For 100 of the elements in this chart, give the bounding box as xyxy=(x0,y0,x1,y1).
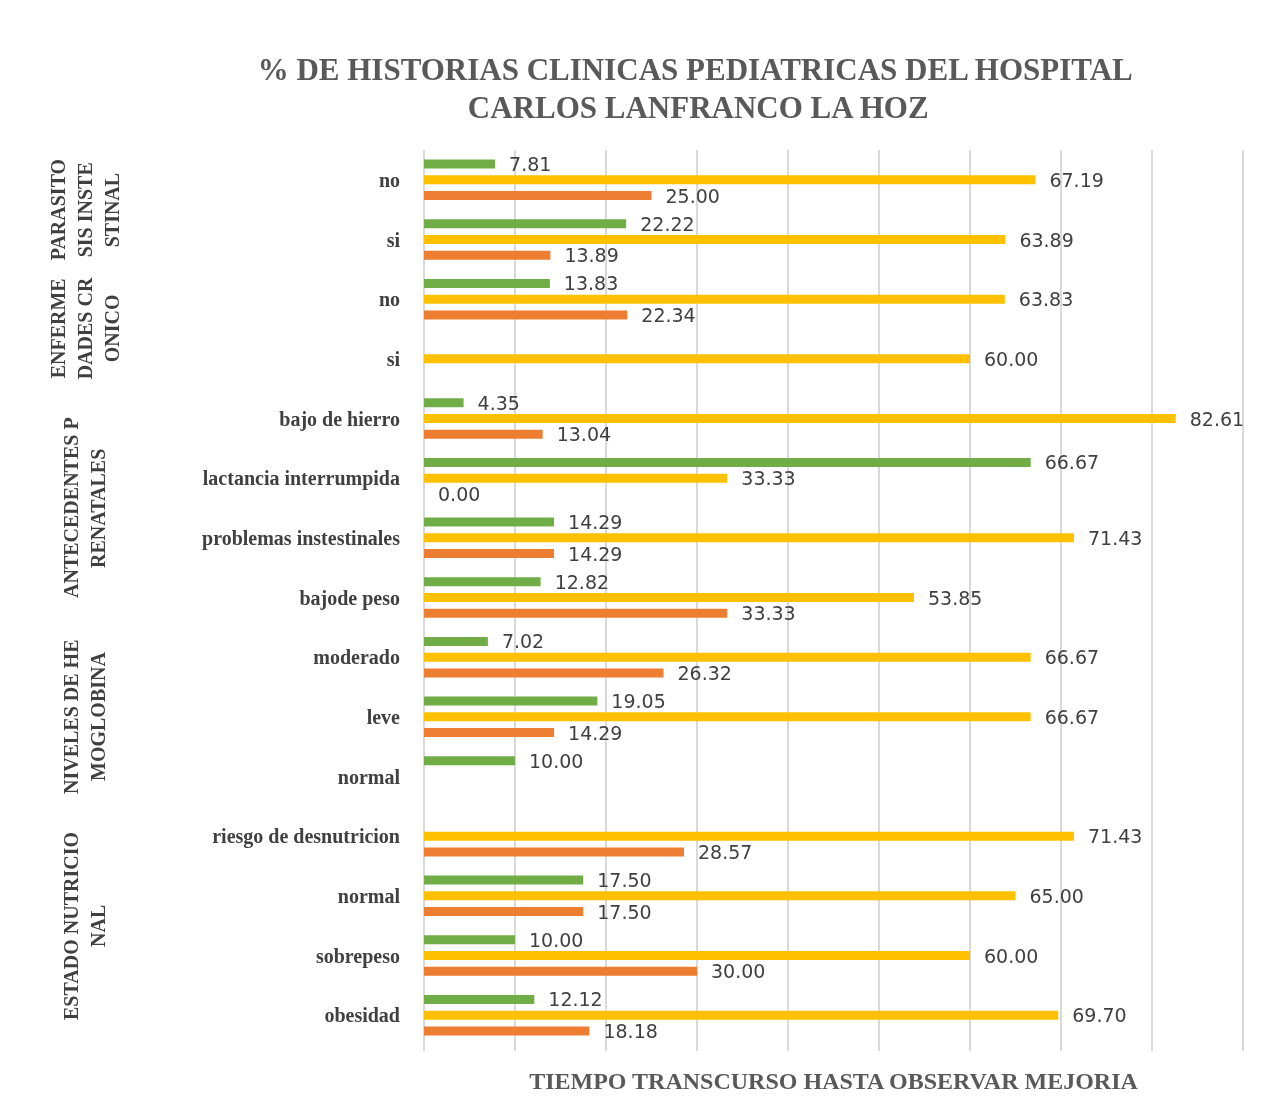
data-label: 63.83 xyxy=(1018,288,1074,311)
y-tick-label: si xyxy=(386,347,401,370)
data-label: 65.00 xyxy=(1029,884,1084,907)
data-label: 19.05 xyxy=(611,690,666,713)
data-label: 10.00 xyxy=(529,749,584,772)
data-label: 18.18 xyxy=(603,1019,658,1042)
data-label: 25.00 xyxy=(665,184,720,207)
bar xyxy=(424,429,543,439)
y-tick-label: moderado xyxy=(313,646,400,669)
data-label: 82.61 xyxy=(1189,407,1245,430)
data-label: 26.32 xyxy=(677,661,732,684)
bar xyxy=(424,875,584,885)
data-label: 13.83 xyxy=(563,272,619,295)
y-tick-label: problemas instestinales xyxy=(202,526,401,550)
bar xyxy=(424,191,652,201)
bar xyxy=(424,457,1031,467)
data-label: 14.29 xyxy=(568,542,623,565)
bar xyxy=(424,696,598,706)
data-label: 66.67 xyxy=(1044,451,1100,474)
y-tick-label: obesidad xyxy=(324,1004,400,1027)
bar xyxy=(424,728,555,738)
bar xyxy=(424,414,1176,423)
bar xyxy=(424,473,728,483)
bar xyxy=(424,668,664,678)
data-label: 4.35 xyxy=(477,391,520,414)
data-label: 0.00 xyxy=(438,482,481,505)
bar xyxy=(424,278,550,288)
bar xyxy=(424,1010,1059,1020)
text: ANTECEDENTES PRENATALES xyxy=(59,416,110,601)
data-label: 22.34 xyxy=(641,303,696,326)
data-label: 12.12 xyxy=(548,988,603,1011)
bar xyxy=(424,533,1075,543)
bar xyxy=(424,250,551,260)
data-label: 14.29 xyxy=(568,511,623,534)
text: NIVELES DE HEMOGLOBINA xyxy=(59,638,110,797)
y-tick-label: leve xyxy=(366,705,401,728)
data-label: 12.82 xyxy=(554,570,610,593)
bar xyxy=(424,1026,590,1036)
bar xyxy=(424,994,535,1004)
data-label: 69.70 xyxy=(1072,1004,1127,1027)
data-label: 66.67 xyxy=(1044,646,1100,669)
bar xyxy=(424,235,1006,244)
y-tick-label: bajo de hierro xyxy=(279,407,400,431)
data-label: 13.89 xyxy=(564,244,619,267)
bar xyxy=(424,652,1031,662)
data-label: 14.29 xyxy=(568,721,623,744)
bar xyxy=(424,517,555,527)
text: ESTADO NUTRICIONAL xyxy=(59,830,110,1021)
bar xyxy=(424,593,915,602)
bar xyxy=(424,907,584,917)
data-label: 67.19 xyxy=(1049,168,1104,191)
data-label: 17.50 xyxy=(597,869,652,892)
bar xyxy=(424,219,627,229)
data-label: 60.00 xyxy=(984,347,1039,370)
y-tick-label: bajode peso xyxy=(299,586,400,610)
y-tick-label: lactancia interrumpida xyxy=(202,467,400,491)
bar xyxy=(424,891,1016,901)
bar xyxy=(424,310,628,320)
bar xyxy=(424,354,970,364)
y-tick-label: sobrepeso xyxy=(315,944,400,968)
data-label: 7.02 xyxy=(501,630,545,653)
bar xyxy=(424,966,697,976)
data-label: 10.00 xyxy=(529,928,584,951)
data-label: 53.85 xyxy=(928,586,983,609)
text: ENFERMEDADES CRONICO xyxy=(45,277,124,381)
bar xyxy=(424,159,496,169)
bar xyxy=(424,831,1075,841)
bar xyxy=(424,951,970,960)
y-tick-label: si xyxy=(386,228,401,251)
data-label: 71.43 xyxy=(1088,526,1143,549)
data-label: 22.22 xyxy=(640,212,695,235)
bar xyxy=(424,935,515,945)
data-label: 17.50 xyxy=(597,900,652,923)
data-label: 7.81 xyxy=(509,153,552,176)
data-label: 66.67 xyxy=(1044,705,1100,728)
bar xyxy=(424,636,488,646)
bar xyxy=(424,577,541,587)
chart-title: % DE HISTORIAS CLINICAS PEDIATRICAS DEL HOSPITAL CARLOS LANFRANCO LA HOZ xyxy=(257,51,1139,125)
data-label: 33.33 xyxy=(741,467,796,490)
bar xyxy=(424,756,515,766)
bar xyxy=(424,175,1036,185)
data-label: 13.04 xyxy=(556,423,612,446)
y-tick-label: no xyxy=(378,288,400,311)
bar xyxy=(424,294,1005,304)
data-label: 30.00 xyxy=(711,960,766,983)
y-tick-label: riesgo de desnutricion xyxy=(212,825,400,849)
data-label: 63.89 xyxy=(1019,228,1074,251)
bar xyxy=(424,549,555,559)
data-label: 71.43 xyxy=(1088,825,1143,848)
bar xyxy=(424,712,1031,722)
bar xyxy=(424,398,464,408)
bar xyxy=(424,608,728,618)
y-tick-label: normal xyxy=(337,765,401,788)
y-tick-label: normal xyxy=(337,884,401,907)
data-label: 33.33 xyxy=(741,602,796,625)
bar xyxy=(424,847,684,857)
x-axis-title: TIEMPO TRANSCURSO HASTA OBSERVAR MEJORIA xyxy=(529,1068,1139,1094)
data-label: 60.00 xyxy=(984,944,1039,967)
y-tick-label: no xyxy=(378,168,400,191)
data-label: 28.57 xyxy=(697,840,753,863)
